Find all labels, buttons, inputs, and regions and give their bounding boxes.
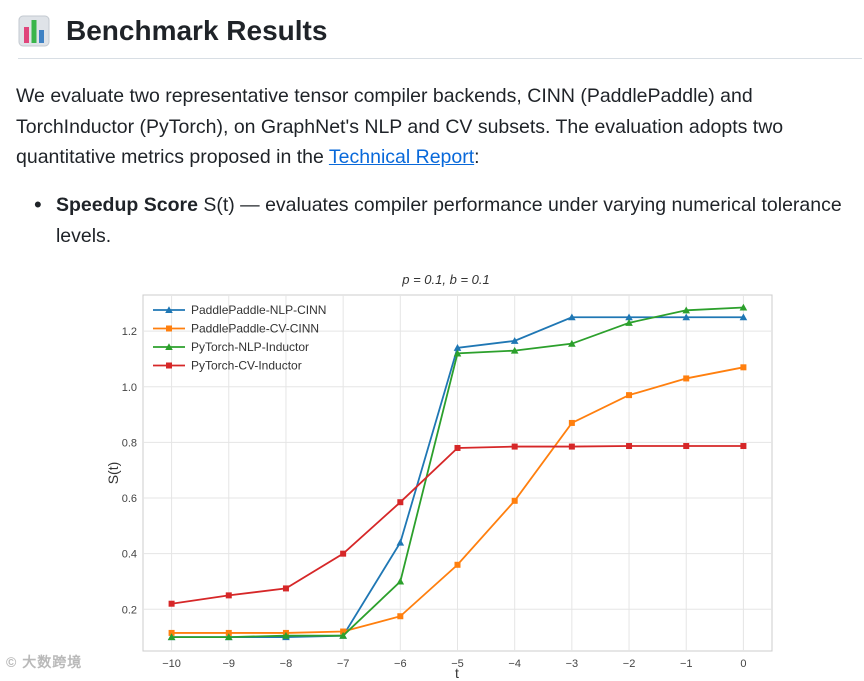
data-point xyxy=(740,443,747,450)
data-point xyxy=(625,313,633,321)
data-point xyxy=(166,325,172,332)
legend-item: PaddlePaddle-NLP-CINN xyxy=(153,303,326,317)
y-tick-label: 0.4 xyxy=(122,549,137,561)
data-point xyxy=(339,631,347,639)
data-point xyxy=(224,633,233,641)
data-point xyxy=(340,550,347,557)
x-tick-label: −1 xyxy=(680,658,693,670)
data-point xyxy=(168,629,175,636)
x-axis-label: t xyxy=(455,665,459,681)
page-title: Benchmark Results xyxy=(66,15,328,46)
x-tick-label: −2 xyxy=(623,658,636,670)
data-point xyxy=(626,392,633,399)
data-point xyxy=(396,577,405,585)
list-item: • Speedup Score S(t) — evaluates compile… xyxy=(34,190,854,251)
bullet-icon: • xyxy=(34,192,42,217)
data-point xyxy=(168,600,175,607)
x-tick-label: −5 xyxy=(451,658,464,670)
data-point xyxy=(165,306,173,314)
x-tick-label: −6 xyxy=(394,658,407,670)
series-pytorch-cv-inductor xyxy=(168,443,747,607)
data-point xyxy=(453,349,462,357)
bar-chart-emoji-icon xyxy=(18,15,50,47)
x-tick-label: −8 xyxy=(280,658,293,670)
data-point xyxy=(397,613,404,620)
legend-item: PyTorch-NLP-Inductor xyxy=(153,340,309,354)
data-point xyxy=(511,497,518,504)
legend-label: PyTorch-CV-Inductor xyxy=(191,359,302,373)
y-tick-label: 1.0 xyxy=(122,382,137,394)
data-point xyxy=(454,444,461,451)
data-point xyxy=(739,303,748,311)
y-tick-label: 0.8 xyxy=(122,437,137,449)
data-point xyxy=(225,592,232,599)
section-heading: Benchmark Results xyxy=(18,12,862,59)
data-point xyxy=(397,499,404,506)
data-point xyxy=(453,344,462,351)
x-tick-label: −4 xyxy=(508,658,521,670)
technical-report-link[interactable]: Technical Report xyxy=(328,146,475,168)
data-point xyxy=(683,375,690,382)
x-tick-label: −3 xyxy=(566,658,579,670)
data-point xyxy=(510,337,519,344)
y-tick-label: 1.2 xyxy=(122,326,137,338)
data-point xyxy=(511,443,518,450)
data-point xyxy=(626,443,633,450)
data-point xyxy=(625,319,633,326)
legend-label: PaddlePaddle-CV-CINN xyxy=(191,322,319,336)
data-point xyxy=(568,313,576,321)
data-point xyxy=(739,313,748,321)
intro-paragraph: We evaluate two representative tensor co… xyxy=(16,81,856,173)
list-item-term: Speedup Score xyxy=(55,194,198,216)
data-point xyxy=(167,633,176,641)
data-point xyxy=(454,561,461,568)
data-point xyxy=(568,443,575,450)
y-tick-label: 0.6 xyxy=(122,493,137,505)
intro-text: We evaluate two representative tensor co… xyxy=(16,85,784,168)
data-point xyxy=(568,419,575,426)
x-tick-label: 0 xyxy=(740,658,746,670)
data-point xyxy=(510,346,519,354)
y-axis-label: S(t) xyxy=(105,462,121,485)
data-point xyxy=(682,306,691,314)
x-tick-label: −7 xyxy=(337,658,350,670)
watermark: © 大数跨境 xyxy=(6,654,83,670)
data-point xyxy=(166,362,172,369)
x-tick-label: −9 xyxy=(222,658,235,670)
legend-item: PaddlePaddle-CV-CINN xyxy=(153,322,319,336)
speedup-score-chart: p = 0.1, b = 0.1 −10 −9 −8 −7 −6 −5 −4 −3 −2 −1 00… xyxy=(105,272,773,681)
list-item-text: Speedup Score S(t) — evaluates compiler … xyxy=(56,190,854,251)
data-point xyxy=(340,628,347,635)
legend-label: PaddlePaddle-NLP-CINN xyxy=(191,303,326,317)
data-point xyxy=(225,629,232,636)
data-point xyxy=(568,339,576,347)
legend-label: PyTorch-NLP-Inductor xyxy=(191,340,309,354)
chart-title: p = 0.1, b = 0.1 xyxy=(401,272,489,287)
data-point xyxy=(683,443,690,450)
data-point xyxy=(740,364,747,371)
intro-text-end: : xyxy=(474,146,480,168)
list-item-description: S(t) — evaluates compiler performance un… xyxy=(55,194,842,247)
data-point xyxy=(165,343,173,351)
series-pytorch-nlp-inductor xyxy=(167,303,748,641)
data-point xyxy=(282,585,289,592)
data-point xyxy=(682,313,691,321)
x-tick-label: −10 xyxy=(162,658,181,670)
legend-item: PyTorch-CV-Inductor xyxy=(153,359,302,373)
y-tick-label: 0.2 xyxy=(122,604,137,616)
data-point xyxy=(282,631,290,639)
data-point xyxy=(396,538,405,546)
